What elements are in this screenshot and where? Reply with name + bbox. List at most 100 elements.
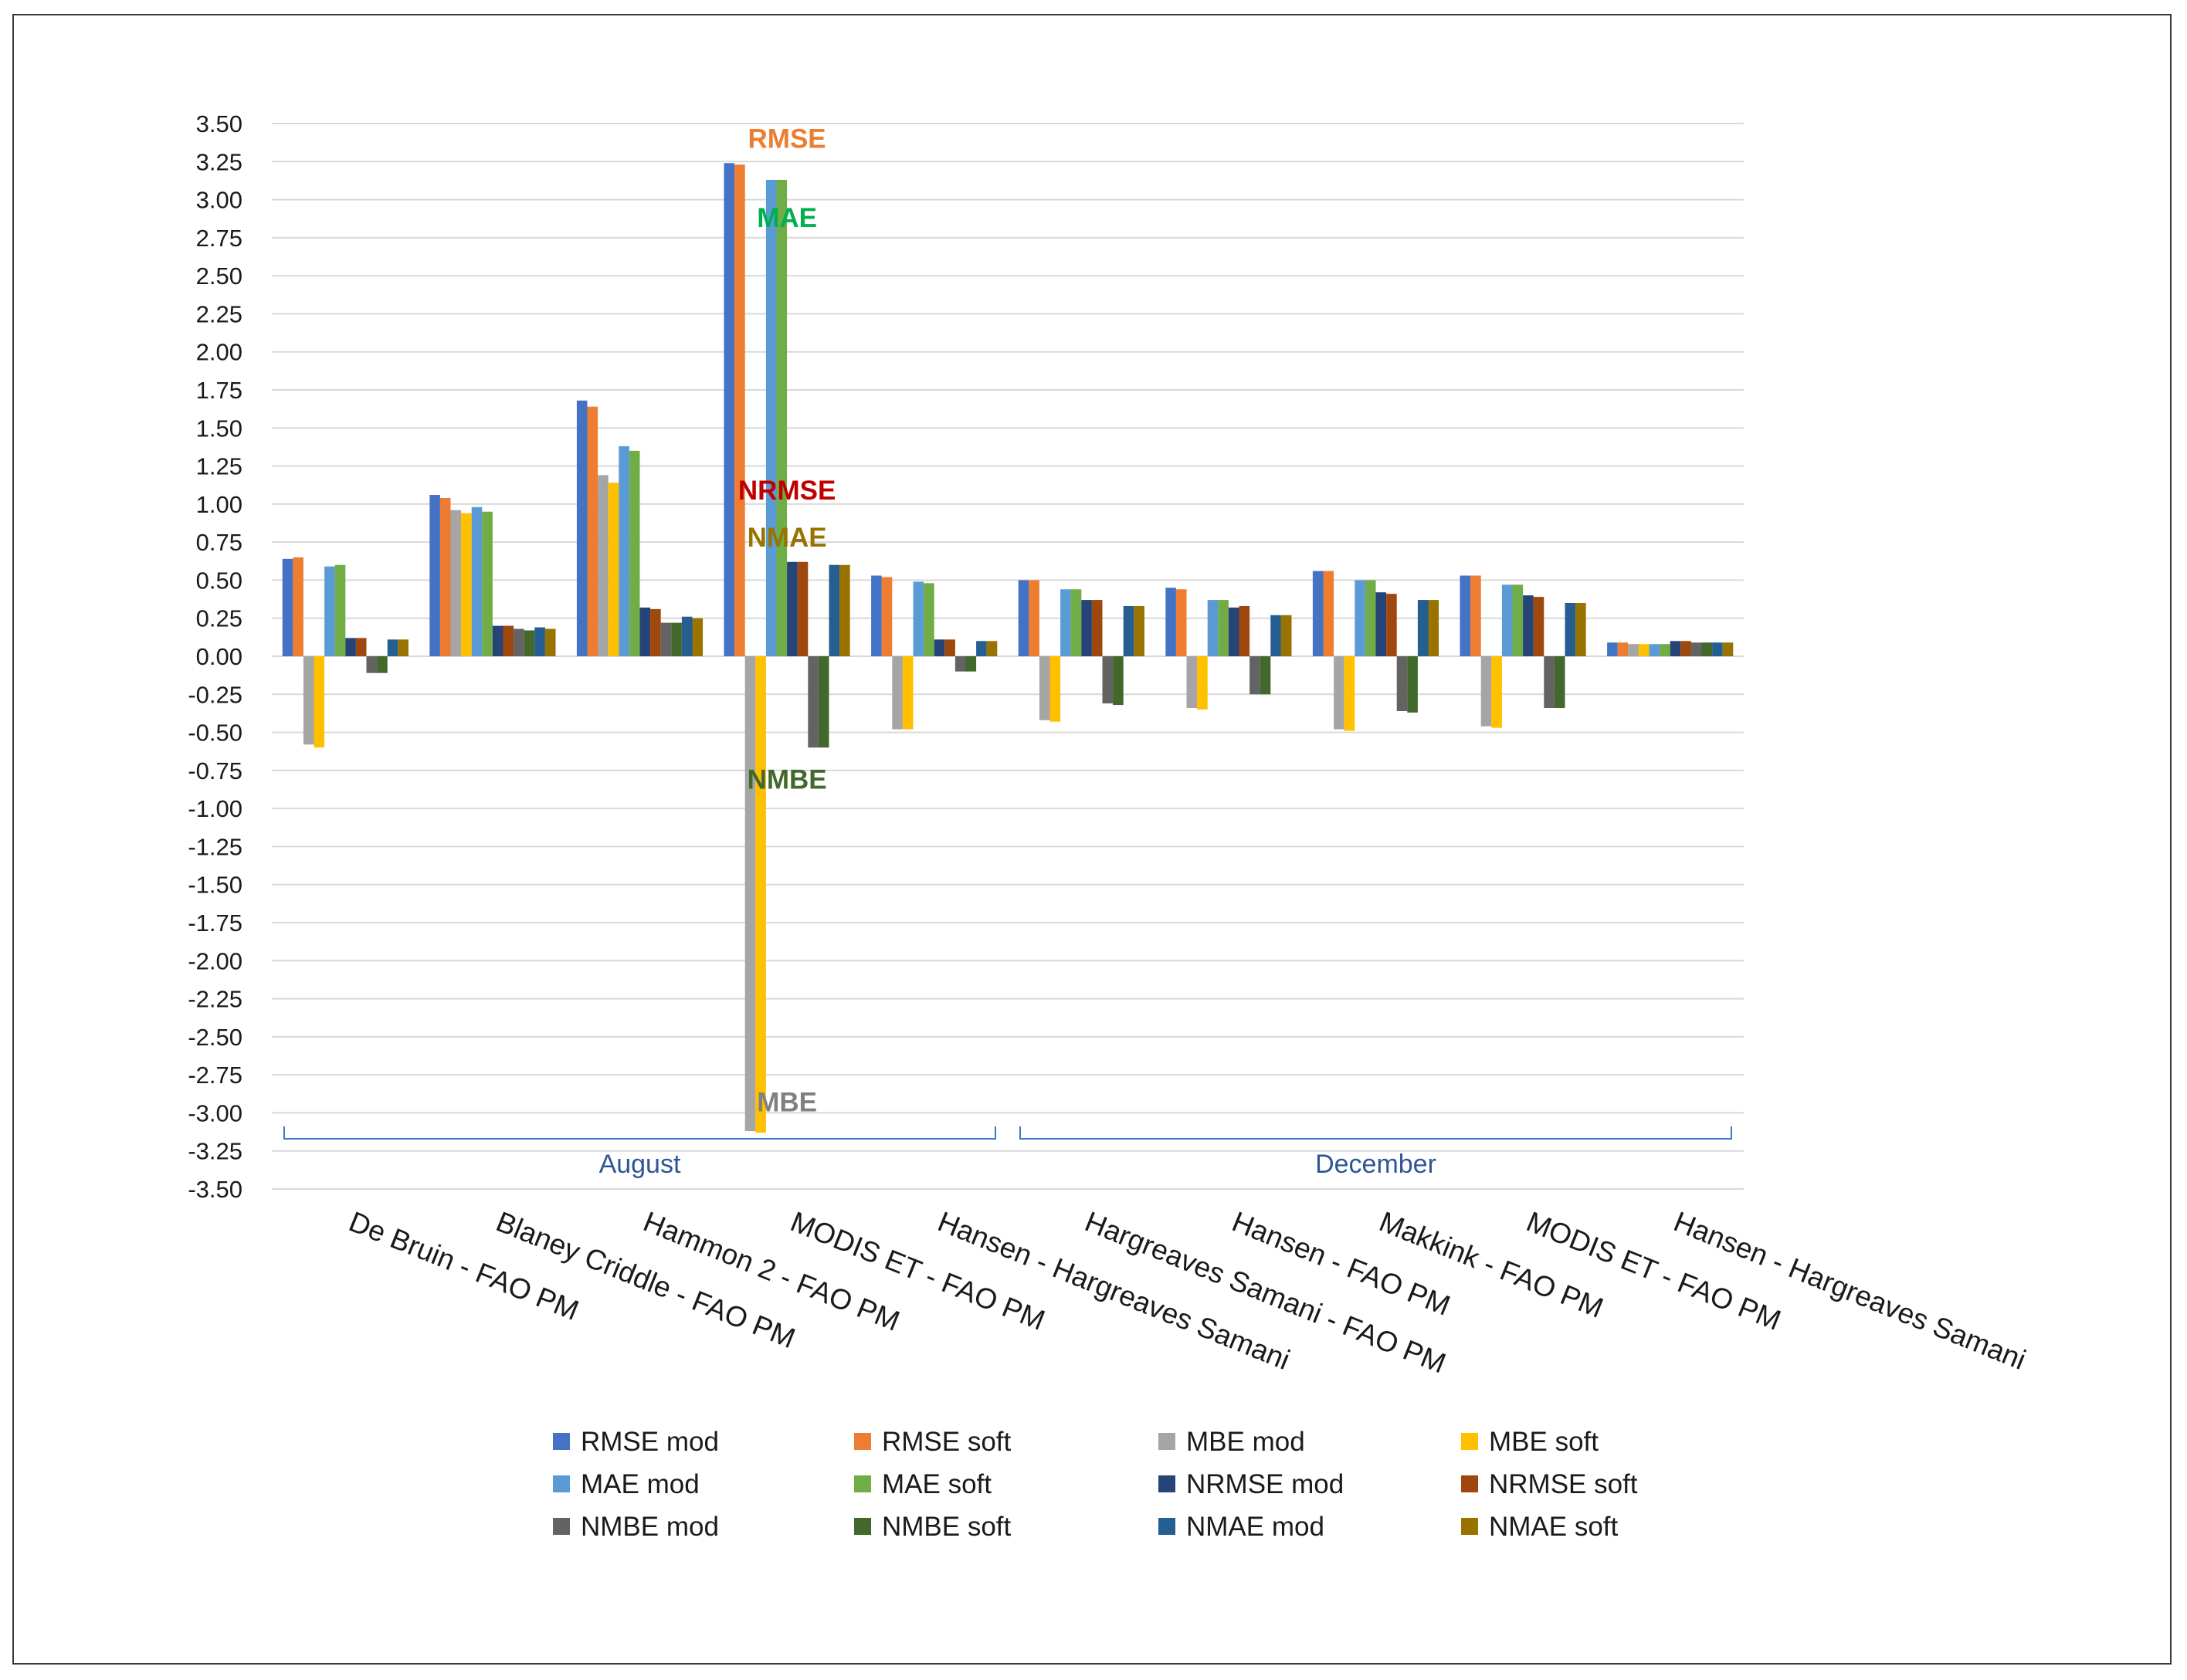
- y-tick-label: -1.25: [188, 833, 242, 860]
- bar-rmse-mod: [1018, 580, 1029, 656]
- bar-mae-mod: [324, 566, 335, 656]
- legend-label-nmbe-mod: NMBE mod: [581, 1512, 719, 1542]
- bar-nmae-mod: [1270, 615, 1281, 656]
- bar-mae-mod: [1649, 644, 1660, 656]
- legend-swatch-nrmse-soft: [1461, 1475, 1478, 1492]
- bar-mae-mod: [471, 506, 483, 656]
- bar-nrmse-mod: [934, 639, 945, 656]
- bar-nmbe-soft: [1113, 656, 1124, 706]
- bar-mae-mod: [1501, 584, 1513, 656]
- bar-nmae-soft: [544, 628, 556, 656]
- bar-nrmse-mod: [1081, 600, 1092, 656]
- y-tick-label: -2.50: [188, 1024, 242, 1051]
- bar-rmse-soft: [1175, 589, 1187, 656]
- bar-nrmse-soft: [650, 608, 661, 656]
- bar-nrmse-soft: [1680, 641, 1691, 656]
- y-tick-label: -2.00: [188, 947, 242, 974]
- bar-mae-soft: [776, 179, 788, 656]
- bar-nmae-mod: [387, 639, 398, 656]
- bar-nmbe-soft: [524, 630, 535, 656]
- bar-nmae-soft: [1134, 605, 1144, 656]
- bar-mbe-mod: [1039, 656, 1050, 720]
- bar-nmbe-soft: [671, 622, 682, 656]
- y-tick-label: 2.75: [196, 225, 242, 252]
- bar-mae-mod: [1060, 589, 1071, 656]
- bar-nrmse-mod: [492, 625, 504, 656]
- y-axis-tick-labels: 3.50 3.25 3.00 2.75 2.50 2.25 2.00 1.75 1.50 1.25…: [188, 110, 242, 1203]
- bar-mbe-soft: [1344, 656, 1355, 731]
- bar-rmse-mod: [1607, 642, 1618, 656]
- y-tick-label: 3.00: [196, 187, 242, 214]
- bar-nrmse-soft: [1091, 600, 1103, 656]
- legend-swatch-mae-soft: [854, 1475, 871, 1492]
- bar-nrmse-soft: [1533, 597, 1544, 656]
- y-tick-label: -3.00: [188, 1099, 242, 1126]
- legend-swatch-rmse-soft: [854, 1433, 871, 1450]
- legend-swatch-nmbe-soft: [854, 1518, 871, 1535]
- bar-mbe-mod: [450, 510, 462, 656]
- bar-mae-mod: [619, 445, 629, 656]
- bar-mbe-mod: [303, 656, 314, 745]
- bar-mae-soft: [1070, 589, 1082, 656]
- bar-nmbe-soft: [1554, 656, 1565, 709]
- bar-rmse-mod: [576, 400, 588, 656]
- bar-nrmse-mod: [1523, 595, 1534, 656]
- legend-label-nrmse-soft: NRMSE soft: [1489, 1469, 1638, 1499]
- bar-nmbe-mod: [808, 656, 819, 748]
- bar-nrmse-soft: [797, 561, 809, 656]
- bar-mae-soft: [1218, 600, 1229, 656]
- category-groups: August December: [283, 1126, 1732, 1179]
- bars: [282, 163, 1734, 1133]
- y-tick-label: 0.75: [196, 529, 242, 556]
- bar-mae-soft: [1512, 584, 1524, 656]
- legend: RMSE mod RMSE soft MBE mod MBE soft MAE mod M…: [553, 1427, 1638, 1542]
- figure-frame: [12, 14, 2172, 1665]
- legend-swatch-nrmse-mod: [1158, 1475, 1175, 1492]
- bar-mbe-soft: [1049, 656, 1061, 722]
- bar-nmae-soft: [398, 639, 409, 656]
- bar-nrmse-mod: [787, 561, 798, 656]
- y-tick-label: -3.50: [188, 1176, 242, 1203]
- bar-mbe-mod: [1334, 656, 1344, 730]
- bar-mbe-soft: [608, 483, 619, 656]
- x-tick-label: MODIS ET - FAO PM: [786, 1205, 1049, 1336]
- legend-label-nmae-soft: NMAE soft: [1489, 1512, 1619, 1542]
- bar-nrmse-mod: [1228, 607, 1239, 656]
- y-tick-label: -1.00: [188, 795, 242, 822]
- group-bracket: [1019, 1126, 1732, 1140]
- legend-label-nmbe-soft: NMBE soft: [882, 1512, 1012, 1542]
- bar-nmbe-mod: [1690, 642, 1702, 656]
- y-tick-label: 0.50: [196, 567, 242, 594]
- x-tick-label: MODIS ET - FAO PM: [1522, 1205, 1785, 1336]
- y-tick-label: -3.25: [188, 1138, 242, 1165]
- bar-nrmse-soft: [503, 625, 514, 656]
- bar-mbe-soft: [1491, 656, 1502, 728]
- bar-nmae-mod: [829, 564, 840, 656]
- bar-mae-mod: [765, 179, 777, 656]
- legend-swatch-mae-mod: [553, 1475, 570, 1492]
- bar-nmae-mod: [1565, 603, 1576, 656]
- bar-nmae-mod: [1712, 642, 1723, 656]
- y-tick-label: 1.50: [196, 415, 242, 442]
- bar-nrmse-soft: [355, 638, 367, 656]
- bar-nrmse-mod: [1375, 592, 1387, 656]
- annotation-nmae: NMAE: [748, 523, 827, 553]
- legend-swatch-nmae-mod: [1158, 1518, 1175, 1535]
- bar-nmae-soft: [839, 564, 850, 656]
- bar-mae-soft: [1660, 644, 1670, 656]
- bar-nmbe-mod: [1544, 656, 1555, 709]
- bar-mbe-mod: [598, 475, 609, 656]
- legend-label-mae-mod: MAE mod: [581, 1469, 700, 1499]
- legend-swatch-nmbe-mod: [553, 1518, 570, 1535]
- bar-nrmse-mod: [1670, 641, 1681, 656]
- legend-swatch-rmse-mod: [553, 1433, 570, 1450]
- bar-nmae-mod: [534, 627, 545, 656]
- bar-nmae-soft: [1428, 600, 1439, 656]
- bar-rmse-soft: [1029, 580, 1039, 656]
- gridlines: [272, 123, 1744, 1190]
- bar-nmbe-soft: [1260, 656, 1271, 695]
- bar-mae-mod: [913, 581, 924, 656]
- y-tick-label: -0.25: [188, 681, 242, 708]
